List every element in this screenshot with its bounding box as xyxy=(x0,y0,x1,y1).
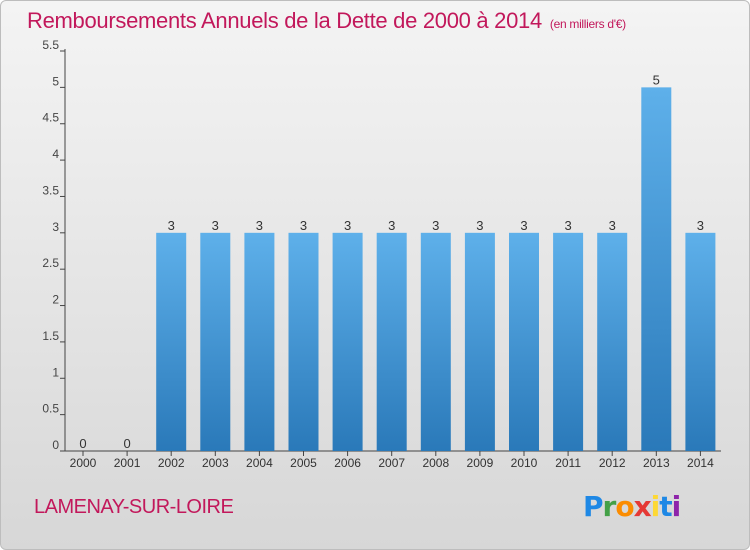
y-tick-label: 3 xyxy=(52,220,59,234)
x-tick-label: 2011 xyxy=(555,456,581,470)
data-label: 3 xyxy=(564,218,571,233)
logo-letter: r xyxy=(602,490,617,523)
data-label: 3 xyxy=(344,218,351,233)
chart-title-text: Remboursements Annuels de la Dette de 20… xyxy=(27,8,542,33)
y-tick-label: 2 xyxy=(52,293,59,307)
y-tick-label: 0.5 xyxy=(42,402,59,416)
bar xyxy=(156,232,187,451)
x-tick-label: 2010 xyxy=(511,456,538,470)
data-label: 3 xyxy=(300,218,307,233)
x-tick-label: 2013 xyxy=(643,456,670,470)
logo-letter: t xyxy=(659,490,672,523)
bar xyxy=(641,87,672,451)
data-label: 0 xyxy=(123,436,130,451)
bar xyxy=(509,232,539,451)
y-tick-label: 1.5 xyxy=(42,329,59,343)
x-tick-label: 2000 xyxy=(70,456,97,470)
x-tick-label: 2014 xyxy=(687,456,714,470)
data-label: 3 xyxy=(256,218,263,233)
x-tick-label: 2006 xyxy=(334,456,361,470)
y-tick-label: 1 xyxy=(52,365,59,379)
y-tick-label: 2.5 xyxy=(42,256,59,270)
x-tick-label: 2003 xyxy=(202,456,229,470)
x-tick-label: 2008 xyxy=(422,456,449,470)
x-tick-label: 2001 xyxy=(114,456,141,470)
proxiti-logo[interactable]: Proxiti xyxy=(583,490,682,523)
x-tick-label: 2002 xyxy=(158,456,185,470)
bar xyxy=(420,232,451,451)
chart-unit: (en milliers d'€) xyxy=(549,17,626,31)
y-tick-label: 4.5 xyxy=(42,111,59,125)
data-label: 3 xyxy=(697,218,704,233)
x-tick-label: 2007 xyxy=(378,456,405,470)
data-label: 3 xyxy=(212,218,219,233)
bar xyxy=(553,232,584,451)
x-tick-label: 2012 xyxy=(599,456,626,470)
bar xyxy=(685,232,716,451)
data-label: 5 xyxy=(653,72,660,87)
y-tick-label: 3.5 xyxy=(42,183,59,197)
bar xyxy=(200,232,231,451)
bar xyxy=(244,232,275,451)
bar xyxy=(597,232,628,451)
chart-title: Remboursements Annuels de la Dette de 20… xyxy=(27,8,626,34)
x-tick-label: 2005 xyxy=(290,456,317,470)
logo-letter: i xyxy=(671,490,682,523)
y-tick-label: 0 xyxy=(52,438,59,452)
logo-letter: o xyxy=(615,490,634,523)
x-tick-label: 2004 xyxy=(246,456,273,470)
bar xyxy=(288,232,319,451)
logo-letter: i xyxy=(650,490,661,523)
data-label: 3 xyxy=(609,218,616,233)
data-label: 3 xyxy=(388,218,395,233)
town-name: LAMENAY-SUR-LOIRE xyxy=(34,496,234,518)
bar xyxy=(376,232,407,451)
data-label: 3 xyxy=(476,218,483,233)
data-label: 3 xyxy=(520,218,527,233)
logo-letter: x xyxy=(633,490,652,523)
y-tick-label: 5.5 xyxy=(42,38,59,52)
x-tick-label: 2009 xyxy=(467,456,494,470)
logo-letter: P xyxy=(583,490,604,523)
y-tick-label: 5 xyxy=(52,74,59,88)
data-label: 3 xyxy=(432,218,439,233)
data-label: 0 xyxy=(79,436,86,451)
bar xyxy=(464,232,495,451)
bar xyxy=(332,232,363,451)
bar-chart: 0 0.5 1 1.5 2 2.5 3 3.5 4 4.5 5 5.5 0 2000 0 2001 3 2002 3… xyxy=(42,38,721,470)
data-label: 3 xyxy=(168,218,175,233)
y-tick-label: 4 xyxy=(52,147,59,161)
